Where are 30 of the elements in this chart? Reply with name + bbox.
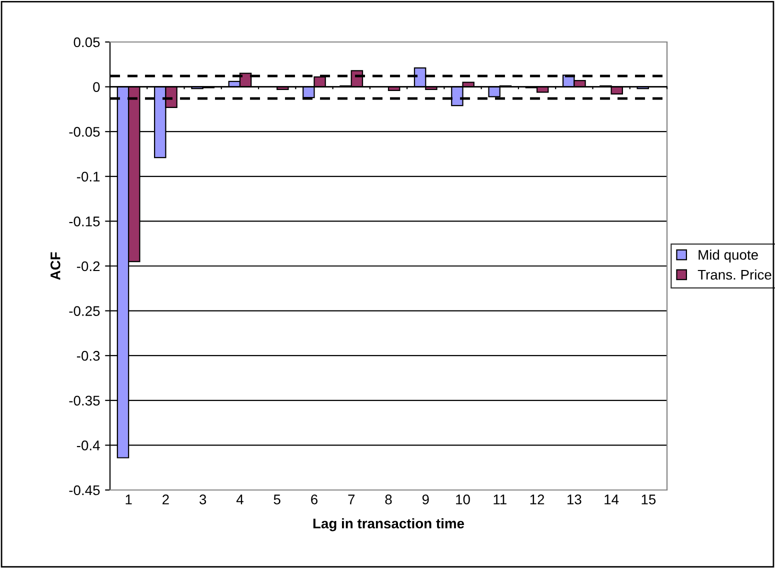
x-tick-label: 11 xyxy=(494,494,506,504)
x-tick-label: 2 xyxy=(162,494,169,504)
x-tick-label: 13 xyxy=(568,494,582,504)
y-tick-label: -0.4 xyxy=(76,440,100,450)
x-tick-label: 8 xyxy=(385,494,392,504)
x-axis-title: Lag in transaction time xyxy=(313,518,464,532)
x-tick-label: 3 xyxy=(200,494,206,504)
y-tick-label: -0.2 xyxy=(76,261,100,272)
x-tick-label: 7 xyxy=(348,494,355,504)
x-tick-label: 1 xyxy=(126,494,132,504)
y-axis-title: ACF xyxy=(50,252,60,280)
x-tick-label: 15 xyxy=(642,494,656,504)
x-tick-label: 6 xyxy=(311,494,318,504)
legend-label: Trans. Price xyxy=(698,269,772,280)
y-tick-label: -0.15 xyxy=(69,216,100,226)
y-tick-label: -0.45 xyxy=(69,485,100,496)
y-tick-label: -0.05 xyxy=(69,126,100,137)
y-tick-label: -0.3 xyxy=(76,350,100,361)
x-tick-label: 14 xyxy=(604,494,619,504)
y-tick-label: -0.1 xyxy=(76,172,100,182)
y-tick-label: 0 xyxy=(93,82,100,92)
x-tick-label: 5 xyxy=(274,494,280,504)
x-tick-label: 12 xyxy=(530,494,544,504)
x-tick-label: 9 xyxy=(422,494,429,504)
x-tick-label: 10 xyxy=(456,494,470,504)
legend-label: Mid quote xyxy=(698,250,758,263)
x-tick-label: 4 xyxy=(236,494,244,504)
y-tick-label: -0.35 xyxy=(69,396,100,406)
y-tick-label: 0.05 xyxy=(74,37,100,48)
y-tick-label: -0.25 xyxy=(69,306,100,316)
